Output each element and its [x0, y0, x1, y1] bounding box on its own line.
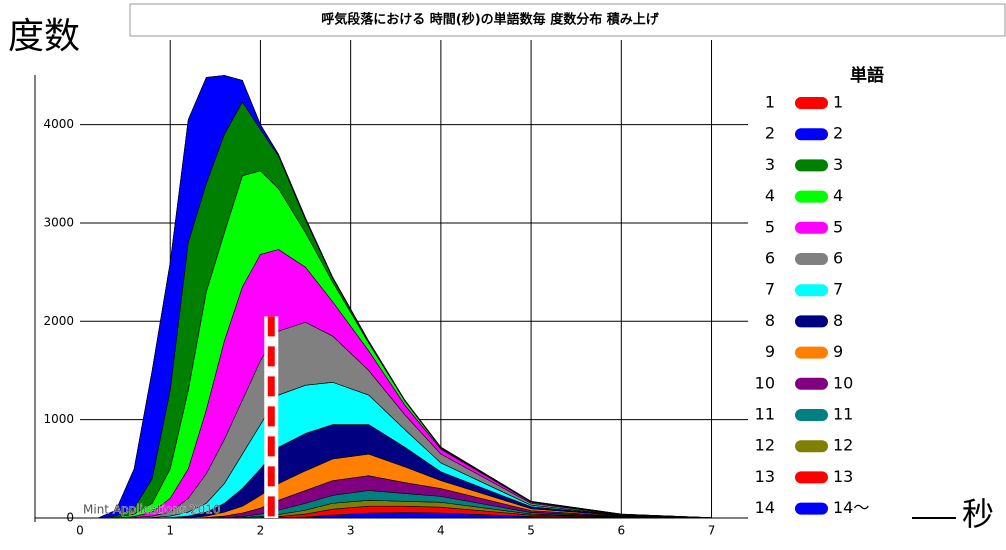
legend-box: [748, 90, 912, 550]
legend-swatch: [795, 502, 828, 515]
y-tick-label: 4000: [43, 117, 74, 131]
legend-label: 11: [833, 405, 853, 424]
y-tick-label: 0: [66, 511, 74, 525]
legend-index: 13: [755, 467, 775, 486]
legend-label: 12: [833, 436, 853, 455]
legend-label: 8: [833, 311, 843, 330]
legend-label: 9: [833, 342, 843, 361]
y-tick-label: 2000: [43, 314, 74, 328]
legend-swatch: [795, 346, 828, 359]
legend-swatch: [795, 221, 828, 234]
legend-index: 14: [755, 498, 775, 517]
x-tick-label: 2: [257, 524, 265, 538]
legend-label: 6: [833, 249, 843, 268]
legend-index: 5: [765, 217, 775, 236]
legend-swatch: [795, 128, 828, 141]
legend-label: 1: [833, 93, 843, 112]
legend-index: 1: [765, 93, 775, 112]
legend-label: 7: [833, 280, 843, 299]
x-tick-label: 0: [76, 524, 84, 538]
title-box: [129, 3, 1006, 37]
legend-swatch: [795, 159, 828, 172]
legend-index: 10: [755, 373, 775, 392]
legend-label: 5: [833, 217, 843, 236]
legend-swatch: [795, 440, 828, 453]
legend-swatch: [795, 377, 828, 390]
legend-label: 3: [833, 155, 843, 174]
plot: [34, 40, 910, 522]
legend-label: 10: [833, 373, 853, 392]
legend-index: 12: [755, 436, 775, 455]
legend-label: 2: [833, 124, 843, 143]
legend-swatch: [795, 97, 828, 109]
x-tick-label: 4: [437, 524, 445, 538]
x-tick-label: 7: [708, 524, 716, 538]
legend-swatch: [795, 253, 828, 265]
legend-swatch: [795, 471, 828, 484]
y-tick-label: 3000: [43, 215, 74, 229]
legend-swatch: [795, 315, 828, 328]
y-axis-label: 度数: [8, 16, 80, 57]
legend-index: 7: [765, 280, 775, 299]
legend-label: 4: [833, 186, 843, 205]
legend-swatch: [795, 284, 828, 297]
x-axis-label: 秒: [962, 495, 994, 533]
legend-label: 14〜: [833, 498, 869, 517]
legend-index: 2: [765, 124, 775, 143]
legend-label: 13: [833, 467, 853, 486]
legend-index: 3: [765, 155, 775, 174]
legend-index: 8: [765, 311, 775, 330]
x-tick-label: 6: [617, 524, 625, 538]
chart-title: 呼気段落における 時間(秒)の単語数毎 度数分布 積み上げ: [321, 12, 659, 28]
legend-index: 11: [755, 405, 775, 424]
y-tick-label: 1000: [43, 412, 74, 426]
legend-index: 9: [765, 342, 775, 361]
x-tick-label: 1: [166, 524, 174, 538]
legend-index: 4: [765, 186, 775, 205]
watermark: Mint Applications 2010: [83, 503, 220, 517]
legend-index: 6: [765, 249, 775, 268]
legend-title: 単語: [850, 65, 884, 86]
x-tick-label: 5: [527, 524, 535, 538]
x-tick-label: 3: [347, 524, 355, 538]
legend-swatch: [795, 190, 828, 203]
legend-swatch: [795, 409, 828, 421]
